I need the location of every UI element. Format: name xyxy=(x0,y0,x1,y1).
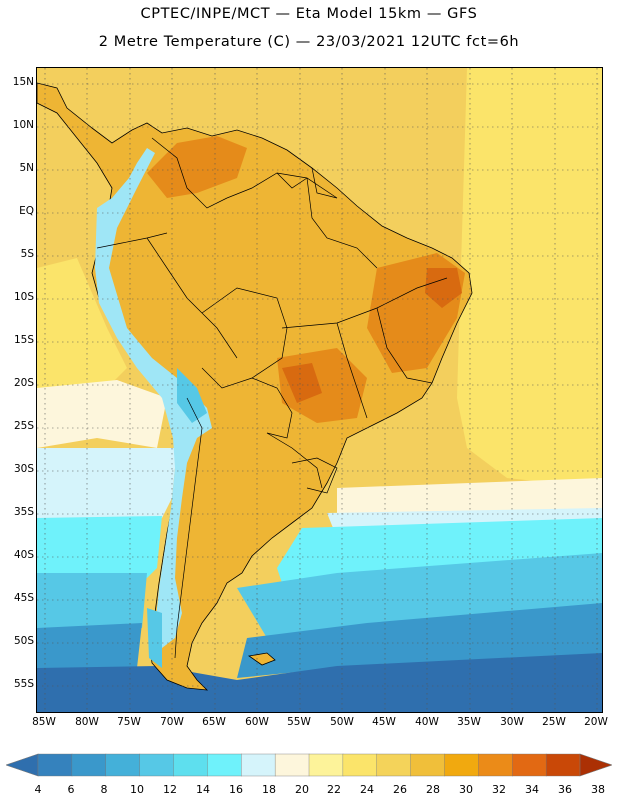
lat-label: EQ xyxy=(19,205,34,217)
lat-label: 35S xyxy=(13,506,34,518)
colorbar-label: 24 xyxy=(360,783,374,796)
colorbar-label: 8 xyxy=(100,783,108,796)
colorbar-label: 26 xyxy=(393,783,407,796)
lat-label: 5S xyxy=(20,248,34,260)
border-argentina-chile xyxy=(174,397,203,659)
lon-label: 80W xyxy=(75,716,99,728)
colorbar-segments xyxy=(37,753,581,777)
colorbar-segment xyxy=(241,753,276,777)
hot-region-north xyxy=(147,136,247,198)
colorbar-segment xyxy=(410,753,446,777)
colorbar-segment xyxy=(342,753,378,777)
hottest-region-northeast xyxy=(425,268,462,308)
colorbar-arrow-right xyxy=(579,753,612,777)
lat-label: 20S xyxy=(13,377,34,389)
colorbar-label: 34 xyxy=(525,783,539,796)
colorbar-label: 36 xyxy=(558,783,572,796)
lat-label: 30S xyxy=(13,463,34,475)
colorbar-segment xyxy=(105,753,141,777)
hottest-region-central xyxy=(282,363,322,403)
colorbar xyxy=(6,753,612,777)
lon-label: 50W xyxy=(330,716,354,728)
border-colombia-venezuela xyxy=(151,137,228,209)
temperature-map[interactable] xyxy=(36,67,603,713)
colorbar-label: 6 xyxy=(67,783,75,796)
colorbar-label: 14 xyxy=(196,783,210,796)
ocean-band-cold-4 xyxy=(37,653,602,712)
border-brazil-states-3 xyxy=(376,307,433,384)
lon-label: 20W xyxy=(584,716,608,728)
border-uruguay xyxy=(291,457,338,494)
colorbar-label: 32 xyxy=(492,783,506,796)
colorbar-label: 30 xyxy=(459,783,473,796)
border-ecuador-peru xyxy=(96,232,168,249)
border-guianas xyxy=(276,167,338,199)
lon-label: 75W xyxy=(117,716,141,728)
lon-label: 25W xyxy=(542,716,566,728)
colorbar-segment xyxy=(139,753,175,777)
lon-label: 65W xyxy=(202,716,226,728)
ocean-band-cold-3 xyxy=(37,603,602,678)
continent-south-america xyxy=(37,82,473,691)
colorbar-label: 20 xyxy=(295,783,309,796)
lat-label: 5N xyxy=(19,162,34,174)
colorbar-segment xyxy=(376,753,412,777)
lat-label: 10N xyxy=(12,119,34,131)
border-brazil-states-4 xyxy=(306,177,378,269)
colorbar-label: 16 xyxy=(229,783,243,796)
colorbar-label: 12 xyxy=(163,783,177,796)
lat-label: 55S xyxy=(13,678,34,690)
lat-label: 15S xyxy=(13,334,34,346)
lon-label: 45W xyxy=(372,716,396,728)
lat-label: 40S xyxy=(13,549,34,561)
country-borders xyxy=(96,137,448,659)
lon-label: 40W xyxy=(415,716,439,728)
colorbar-segment xyxy=(37,753,73,777)
colorbar-segment xyxy=(444,753,479,777)
ocean-band-pale xyxy=(37,380,167,448)
colorbar-segment xyxy=(512,753,547,777)
colorbar-segment xyxy=(207,753,242,777)
lon-label: 70W xyxy=(160,716,184,728)
grid-lines xyxy=(37,68,602,712)
map-title: CPTEC/INPE/MCT — Eta Model 15km — GFS xyxy=(140,6,478,22)
lon-label: 60W xyxy=(245,716,269,728)
border-brazil-states-2 xyxy=(336,322,368,419)
colorbar-segment xyxy=(173,753,208,777)
lat-label: 10S xyxy=(13,291,34,303)
colorbar-segment xyxy=(274,753,310,777)
border-paraguay xyxy=(251,377,293,439)
colorbar-label: 38 xyxy=(591,783,605,796)
ocean-band-mild-east xyxy=(457,68,602,488)
andes-colder-core xyxy=(147,368,207,668)
border-argentina-brazil xyxy=(266,432,323,489)
colorbar-label: 28 xyxy=(426,783,440,796)
lon-label: 55W xyxy=(287,716,311,728)
colorbar-segment xyxy=(545,753,581,777)
lat-label: 15N xyxy=(12,76,34,88)
border-peru-brazil xyxy=(146,237,238,359)
ocean-band-cold-1 xyxy=(37,516,602,598)
lon-label: 30W xyxy=(500,716,524,728)
map-svg xyxy=(37,68,602,712)
colorbar-label: 10 xyxy=(130,783,144,796)
colorbar-label: 4 xyxy=(34,783,42,796)
lon-label: 85W xyxy=(32,716,56,728)
colorbar-segment xyxy=(478,753,513,777)
lon-label: 35W xyxy=(457,716,481,728)
colorbar-segment xyxy=(308,753,344,777)
ocean-band-mild-pacific xyxy=(37,258,127,408)
lat-label: 45S xyxy=(13,592,34,604)
ocean-band-cool xyxy=(37,448,602,538)
colorbar-label: 22 xyxy=(327,783,341,796)
colorbar-segment xyxy=(71,753,107,777)
border-bolivia xyxy=(201,287,288,389)
falkland-islands xyxy=(247,652,276,666)
lat-label: 50S xyxy=(13,635,34,647)
colorbar-arrow-left xyxy=(6,753,39,777)
lat-label: 25S xyxy=(13,420,34,432)
colorbar-label: 18 xyxy=(262,783,276,796)
map-subtitle: 2 Metre Temperature (C) — 23/03/2021 12U… xyxy=(98,34,520,50)
